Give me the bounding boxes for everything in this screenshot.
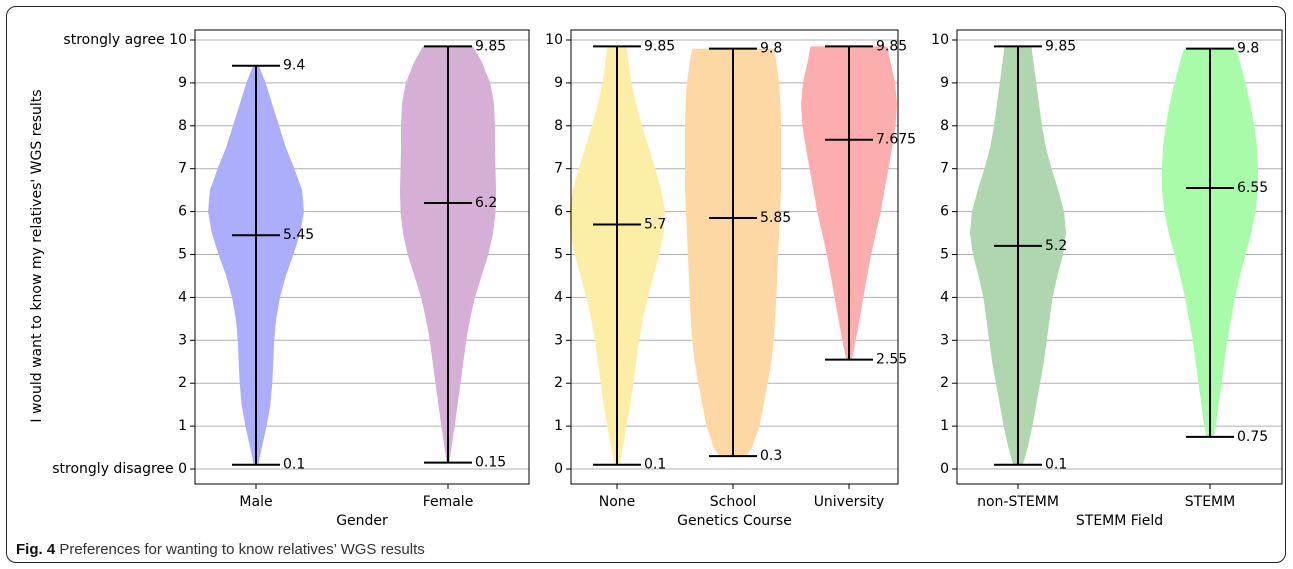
- axes-frame: [194, 29, 530, 485]
- y-tick-label: 7: [178, 161, 187, 177]
- y-tick-label: 5: [178, 247, 187, 263]
- y-tick-label: strongly agree 10: [63, 32, 187, 48]
- median-value-label: 7.675: [876, 132, 916, 148]
- y-tick-label: 4: [554, 289, 563, 305]
- y-tick-label: 10: [931, 32, 949, 48]
- caption-text: Preferences for wanting to know relative…: [59, 541, 425, 558]
- y-tick-label: 8: [554, 118, 563, 134]
- y-tick-label: 7: [554, 161, 563, 177]
- x-tick-label: STEMM: [1185, 494, 1235, 510]
- y-tick-label: 7: [940, 161, 949, 177]
- x-tick-label: non-STEMM: [977, 494, 1059, 510]
- min-value-label: 0.15: [475, 455, 506, 471]
- y-tick-label: strongly disagree 0: [52, 461, 187, 477]
- max-value-label: 9.8: [1237, 41, 1259, 57]
- y-tick-label: 0: [554, 461, 563, 477]
- median-value-label: 6.55: [1237, 180, 1268, 196]
- y-tick-label: 4: [178, 289, 187, 305]
- axes-frame: [956, 29, 1283, 485]
- min-value-label: 0.1: [283, 457, 305, 473]
- min-value-label: 0.3: [760, 448, 782, 464]
- min-value-label: 0.75: [1237, 429, 1268, 445]
- max-value-label: 9.85: [876, 38, 907, 54]
- max-value-label: 9.85: [475, 38, 506, 54]
- y-tick-label: 6: [940, 204, 949, 220]
- max-value-label: 9.4: [283, 58, 305, 74]
- y-tick-label: 1: [554, 418, 563, 434]
- max-value-label: 9.8: [760, 41, 782, 57]
- y-tick-label: 10: [545, 32, 563, 48]
- x-axis-label: Genetics Course: [677, 513, 792, 529]
- y-tick-label: 9: [554, 75, 563, 91]
- x-tick-label: Male: [239, 494, 272, 510]
- y-tick-label: 3: [178, 332, 187, 348]
- y-tick-label: 8: [178, 118, 187, 134]
- min-value-label: 2.55: [876, 352, 907, 368]
- y-tick-label: 3: [554, 332, 563, 348]
- y-tick-label: 6: [178, 204, 187, 220]
- y-tick-label: 5: [554, 247, 563, 263]
- figure-caption: Fig. 4 Preferences for wanting to know r…: [16, 541, 425, 558]
- axes-frame: [570, 29, 899, 485]
- x-tick-label: None: [599, 494, 636, 510]
- y-tick-label: 6: [554, 204, 563, 220]
- y-axis-label: I would want to know my relatives' WGS r…: [29, 89, 45, 422]
- y-tick-label: 4: [940, 289, 949, 305]
- median-value-label: 5.85: [760, 210, 791, 226]
- y-tick-label: 2: [554, 375, 563, 391]
- y-tick-label: 2: [940, 375, 949, 391]
- y-tick-label: 1: [178, 418, 187, 434]
- max-value-label: 9.85: [644, 38, 675, 54]
- median-value-label: 5.45: [283, 227, 314, 243]
- y-tick-label: 3: [940, 332, 949, 348]
- min-value-label: 0.1: [644, 457, 666, 473]
- x-axis-label: Gender: [336, 513, 388, 529]
- y-tick-label: 8: [940, 118, 949, 134]
- caption-label: Fig. 4: [16, 541, 56, 558]
- x-tick-label: Female: [423, 494, 474, 510]
- y-tick-label: 9: [178, 75, 187, 91]
- y-tick-label: 1: [940, 418, 949, 434]
- y-tick-label: 5: [940, 247, 949, 263]
- median-value-label: 5.2: [1045, 238, 1067, 254]
- x-tick-label: School: [710, 494, 756, 510]
- max-value-label: 9.85: [1045, 38, 1076, 54]
- x-tick-label: University: [814, 494, 885, 510]
- y-tick-label: 0: [940, 461, 949, 477]
- y-tick-label: 2: [178, 375, 187, 391]
- y-tick-label: 9: [940, 75, 949, 91]
- x-axis-label: STEMM Field: [1076, 513, 1163, 529]
- median-value-label: 5.7: [644, 216, 666, 232]
- median-value-label: 6.2: [475, 195, 497, 211]
- min-value-label: 0.1: [1045, 457, 1067, 473]
